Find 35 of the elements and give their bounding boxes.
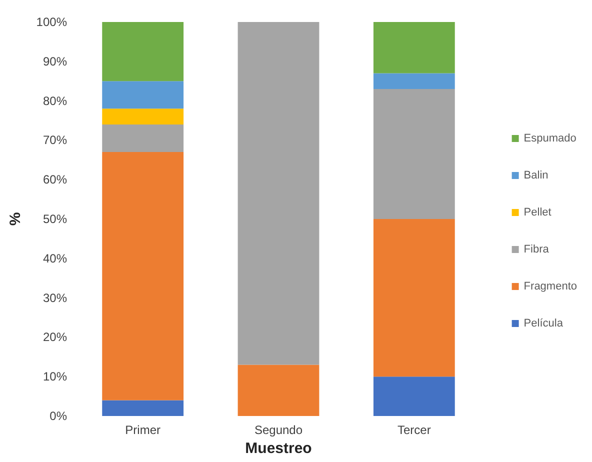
x-tick-label: Primer (125, 423, 161, 437)
y-axis-title: % (7, 212, 24, 226)
y-tick-label: 80% (42, 94, 68, 108)
bar (102, 400, 184, 416)
bar (373, 88, 455, 219)
bar (373, 22, 455, 74)
bar (102, 81, 184, 109)
bar (102, 22, 184, 82)
y-tick-label: 20% (42, 330, 68, 344)
bar (238, 364, 320, 416)
bar (238, 22, 320, 365)
y-tick-label: 50% (42, 212, 68, 226)
x-tick-label: Segundo (254, 423, 303, 437)
x-axis-title: Muestreo (245, 440, 312, 457)
legend-label: Película (524, 318, 564, 330)
y-tick-label: 40% (42, 251, 68, 266)
bar (373, 73, 455, 89)
y-tick-label: 70% (42, 133, 68, 148)
bar (102, 124, 184, 152)
y-tick-label: 90% (42, 54, 68, 68)
legend-label: Pellet (524, 206, 552, 218)
x-tick-label: Tercer (397, 423, 431, 437)
bar (373, 376, 455, 416)
bar (102, 108, 184, 124)
y-tick-label: 10% (42, 370, 68, 384)
legend-label: Balin (524, 170, 548, 182)
y-tick-label: 30% (42, 290, 68, 305)
bar (373, 219, 455, 377)
legend-label: Fibra (524, 244, 550, 256)
legend-label: Espumado (524, 132, 576, 144)
bar (102, 152, 184, 400)
legend-label: Fragmento (524, 280, 578, 292)
y-tick-label: 60% (42, 172, 68, 187)
y-tick-label: 100% (36, 15, 68, 29)
y-tick-label: 0% (50, 409, 68, 423)
